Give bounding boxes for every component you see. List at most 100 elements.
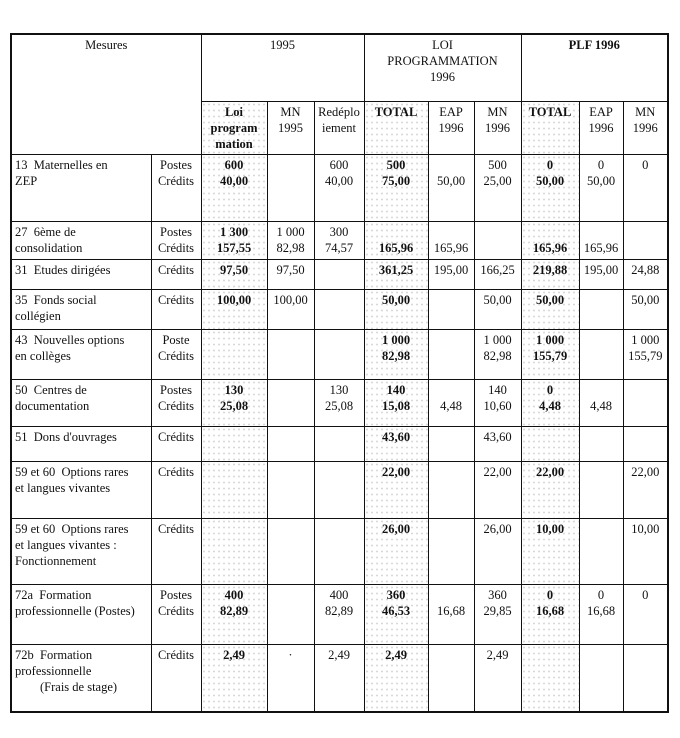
cell-line: 165,96	[433, 240, 469, 255]
value-cell: 500 25,00	[473, 153, 522, 222]
cell-line: Crédits	[157, 647, 195, 662]
value-cell: 50,00	[622, 288, 669, 330]
value-cell	[200, 460, 268, 519]
cell-line: 500	[386, 157, 406, 172]
row-label: 27 6ème de consolidation	[10, 220, 152, 260]
header-row: Mesures 1995 LOI PROGRAMMATION 1996 PLF …	[10, 33, 669, 155]
cell-line: 72a Formation	[15, 587, 92, 602]
cell-line: 2,49	[223, 647, 245, 662]
subheader-cell: EAP 1996	[427, 100, 475, 155]
value-cell: 165,96	[520, 220, 580, 260]
cell-line: 10,60	[483, 398, 512, 413]
table-row: 72a Formation professionnelle (Postes) Pos…	[10, 583, 669, 645]
value-cell	[266, 517, 315, 585]
cell-line: Crédits	[157, 262, 195, 277]
cell-line: Postes	[160, 382, 192, 397]
row-label: 51 Dons d'ouvrages	[10, 425, 152, 462]
value-cell	[622, 220, 669, 260]
cell-line: Crédits	[157, 348, 195, 363]
value-cell: 500 75,00	[363, 153, 429, 222]
cell-line: 40,00	[324, 173, 354, 188]
value-cell: 2,49	[473, 643, 522, 713]
value-cell: 195,00	[427, 258, 475, 290]
value-cell	[578, 425, 624, 462]
cell-line: 27 6ème de	[15, 224, 76, 239]
row-label: 43 Nouvelles options en collèges	[10, 328, 152, 380]
value-cell: 0	[622, 583, 669, 645]
row-type: Postes Crédits	[150, 378, 202, 427]
value-cell: 10,00	[520, 517, 580, 585]
cell-line: 140	[386, 382, 406, 397]
value-cell: 0 4,48	[520, 378, 580, 427]
cell-line: 50,00	[381, 292, 411, 307]
cell-line: 46,53	[381, 603, 411, 618]
cell-line: EAP	[439, 104, 463, 119]
cell-line: 51 Dons d'ouvrages	[15, 429, 117, 444]
row-label: 72a Formation professionnelle (Postes)	[10, 583, 152, 645]
cell-line: 1996	[632, 120, 658, 135]
cell-line: 400	[329, 587, 349, 602]
value-cell: 43,60	[363, 425, 429, 462]
row-type: Crédits	[150, 517, 202, 585]
cell-line	[583, 224, 620, 240]
value-cell: 1 000 82,98	[473, 328, 522, 380]
cell-line: Poste	[162, 332, 190, 347]
cell-line: iement	[321, 120, 356, 135]
subheader-cell: TOTAL	[520, 100, 580, 155]
value-cell: 165,96	[578, 220, 624, 260]
row-type: Crédits	[150, 460, 202, 519]
row-type: Crédits	[150, 288, 202, 330]
header-1995: 1995	[200, 33, 365, 102]
value-cell: 400 82,89	[200, 583, 268, 645]
cell-line: 1 300	[219, 224, 249, 239]
cell-line: 360	[386, 587, 406, 602]
cell-line: 2,49	[486, 647, 509, 662]
value-cell: 26,00	[473, 517, 522, 585]
row-label: 13 Maternelles en ZEP	[10, 153, 152, 222]
row-type: Poste Crédits	[150, 328, 202, 380]
value-cell: 166,25	[473, 258, 522, 290]
value-cell: 130 25,08	[313, 378, 365, 427]
cell-line: 166,25	[480, 262, 515, 277]
subheader-cell: TOTAL	[363, 100, 429, 155]
value-cell	[578, 460, 624, 519]
cell-line: MN	[635, 104, 656, 119]
row-type: Postes Crédits	[150, 583, 202, 645]
table-row: 35 Fonds social collégien Crédits 100,00 100…	[10, 288, 669, 330]
value-cell: ·	[266, 643, 315, 713]
subheader-row: Loi program mation MN 1995 Redéplo iement TOTAL…	[11, 100, 669, 155]
subheader-cell: MN 1996	[622, 100, 669, 155]
cell-line: 0	[546, 382, 554, 397]
cell-line: TOTAL	[528, 104, 572, 119]
table-row: 59 et 60 Options rares et langues vivante…	[10, 517, 669, 585]
value-cell	[427, 425, 475, 462]
cell-line: 25,08	[219, 398, 249, 413]
value-cell	[473, 220, 522, 260]
value-cell: 22,00	[363, 460, 429, 519]
value-cell: 1 000 82,98	[363, 328, 429, 380]
value-cell	[622, 425, 669, 462]
cell-line: 31 Etudes dirigées	[15, 262, 111, 277]
cell-line: Crédits	[157, 521, 195, 536]
cell-line: 82,89	[324, 603, 354, 618]
cell-line: 600	[329, 157, 349, 172]
cell-line: 360	[488, 587, 507, 602]
cell-line: Postes	[160, 157, 192, 172]
cell-line: 82,98	[381, 348, 411, 363]
value-cell: 50,00	[520, 288, 580, 330]
value-cell: 165,96	[427, 220, 475, 260]
value-cell: 50,00	[473, 288, 522, 330]
cell-line: Redéplo	[318, 104, 360, 119]
table-row: 59 et 60 Options rares et langues vivante…	[10, 460, 669, 519]
cell-line: Crédits	[157, 240, 195, 255]
cell-line: 29,85	[483, 603, 512, 618]
cell-line: collégien	[15, 308, 61, 323]
subheader-cell: MN 1995	[266, 100, 315, 155]
value-cell: 1 000 155,79	[622, 328, 669, 380]
table-row: 51 Dons d'ouvrages Crédits 43,60 43,60	[10, 425, 669, 462]
value-cell	[622, 378, 669, 427]
value-cell	[313, 258, 365, 290]
cell-line: 1996	[485, 120, 510, 135]
cell-line: 10,00	[631, 521, 660, 536]
cell-line: 22,00	[535, 464, 565, 479]
